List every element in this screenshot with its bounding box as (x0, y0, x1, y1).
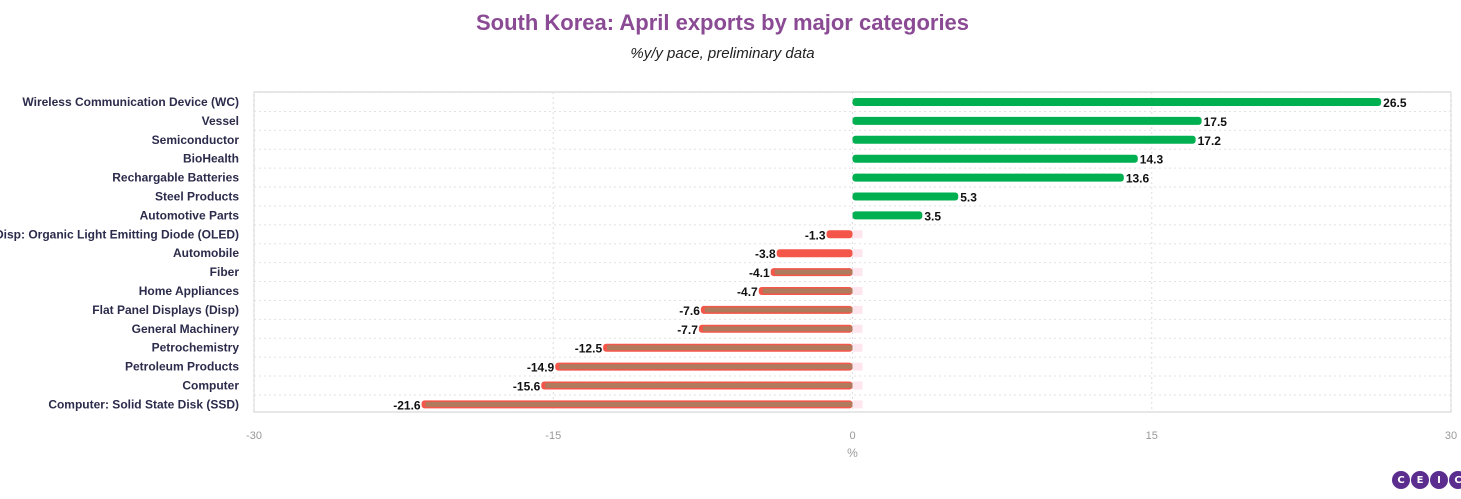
value-label: -1.3 (805, 228, 826, 242)
bar-inner (704, 307, 853, 313)
category-label: Home Appliances (139, 284, 240, 298)
value-label: 17.5 (1204, 115, 1228, 129)
ceic-logo: C E I C (1392, 471, 1461, 489)
logo-letter: I (1430, 471, 1448, 489)
bar-highlight (852, 287, 863, 295)
bar-inner (559, 364, 853, 370)
bar (852, 135, 1196, 144)
value-label: 17.2 (1198, 134, 1222, 148)
bar (852, 173, 1124, 182)
bar (852, 154, 1138, 163)
bar-inner (607, 345, 853, 351)
category-label: BioHealth (183, 152, 239, 166)
bar-inner (425, 401, 853, 407)
bar-inner (762, 288, 853, 294)
bar (852, 211, 923, 220)
chart-subtitle: %y/y pace, preliminary data (630, 45, 815, 62)
value-label: -3.8 (755, 247, 776, 261)
value-label: -15.6 (513, 380, 541, 394)
category-label: Disp: Organic Light Emitting Diode (OLED… (0, 227, 239, 241)
bar (826, 230, 853, 239)
category-label: Automobile (173, 246, 239, 260)
x-tick-label: 30 (1445, 430, 1457, 442)
bar-inner (774, 269, 853, 275)
value-label: 13.6 (1126, 172, 1150, 186)
x-tick-label: 0 (849, 430, 855, 442)
bar-highlight (852, 343, 863, 352)
bar-highlight (852, 381, 863, 390)
category-label: Steel Products (155, 190, 239, 204)
category-label: Vessel (202, 114, 239, 128)
category-label: Computer (182, 379, 239, 393)
logo-letter: E (1411, 471, 1429, 489)
value-label: 26.5 (1383, 96, 1407, 110)
category-label: Rechargable Batteries (112, 171, 239, 185)
x-tick-label: 15 (1146, 430, 1158, 442)
x-tick-label: -30 (246, 430, 262, 442)
value-label: 5.3 (960, 191, 977, 205)
bar (852, 192, 959, 201)
bar (852, 116, 1202, 125)
bar-inner (702, 326, 853, 332)
category-label: Fiber (210, 265, 240, 279)
bar-highlight (852, 362, 863, 371)
category-label: General Machinery (132, 322, 240, 336)
x-tick-label: -15 (545, 430, 561, 442)
bar (776, 249, 853, 258)
category-label: Wireless Communication Device (WC) (22, 95, 239, 109)
bar (852, 98, 1382, 106)
value-label: 14.3 (1140, 153, 1164, 167)
chart-title: South Korea: April exports by major cate… (475, 10, 970, 35)
bar-highlight (852, 249, 863, 258)
bar-highlight (852, 324, 863, 333)
bar-inner (545, 383, 853, 388)
logo-letter: C (1392, 471, 1410, 489)
bar-highlight (852, 230, 863, 239)
bar-highlight (852, 305, 863, 314)
logo-letter: C (1449, 471, 1461, 489)
value-label: 3.5 (924, 209, 941, 223)
value-label: -4.7 (737, 285, 758, 299)
value-label: -4.1 (749, 266, 770, 280)
category-label: Automotive Parts (140, 208, 240, 222)
category-label: Petroleum Products (125, 360, 239, 374)
category-label: Computer: Solid State Disk (SSD) (48, 397, 239, 411)
bar-highlight (852, 400, 863, 409)
value-label: -21.6 (393, 398, 421, 412)
category-label: Flat Panel Displays (Disp) (92, 303, 239, 317)
bar-highlight (852, 268, 863, 277)
value-label: -7.6 (679, 304, 700, 318)
value-label: -14.9 (527, 361, 555, 375)
category-label: Petrochemistry (152, 341, 240, 355)
value-label: -7.7 (677, 323, 698, 337)
category-label: Semiconductor (152, 133, 240, 147)
x-axis-label: % (847, 446, 858, 460)
value-label: -12.5 (575, 342, 603, 356)
